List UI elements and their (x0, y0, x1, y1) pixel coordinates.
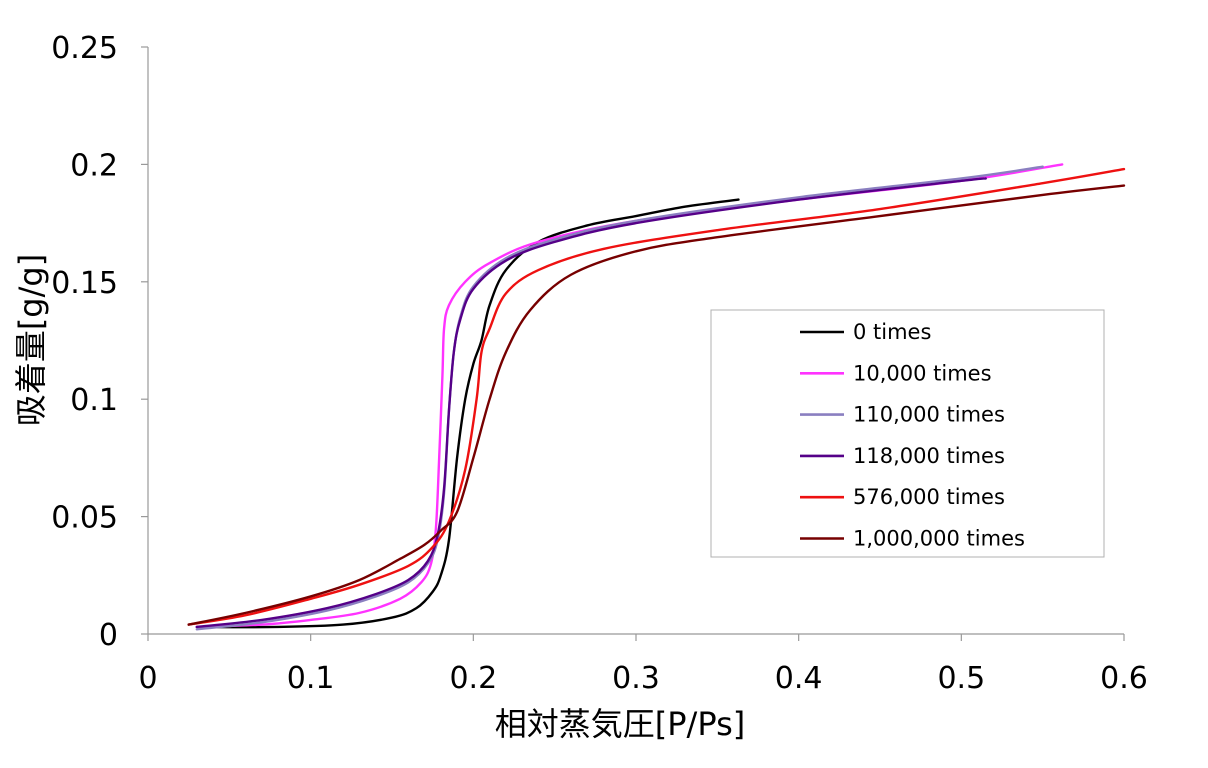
series-line-5 (187, 184, 1126, 626)
x-tick-label: 0.6 (1100, 661, 1148, 696)
series-line-0 (195, 198, 740, 629)
x-tick-label: 0.1 (287, 661, 335, 696)
legend-label: 110,000 times (853, 403, 1005, 427)
x-tick-label: 0.4 (775, 661, 823, 696)
legend-label: 1,000,000 times (853, 527, 1025, 551)
y-axis-title: 吸着量[g/g] (12, 254, 50, 426)
x-tick-label: 0.5 (937, 661, 985, 696)
legend: 0 times 10,000 times 110,000 times 118,000 … (710, 309, 1105, 558)
series-lines (187, 163, 1126, 631)
y-tick-label: 0.15 (51, 266, 118, 301)
y-tick-label: 0.05 (51, 501, 118, 536)
y-tick-label: 0.1 (70, 383, 118, 418)
x-tick-label: 0.2 (449, 661, 497, 696)
legend-label: 118,000 times (853, 444, 1005, 468)
y-tick-labels: 0 0.05 0.1 0.15 0.2 0.25 (51, 31, 118, 653)
series-line-3 (195, 177, 987, 629)
legend-label: 576,000 times (853, 485, 1005, 509)
legend-box (710, 309, 1105, 558)
legend-label: 0 times (853, 320, 931, 344)
series-line-4 (187, 167, 1126, 626)
y-tick-label: 0.25 (51, 31, 118, 66)
legend-label: 10,000 times (853, 361, 992, 385)
x-axis-title: 相対蒸気圧[P/Ps] (495, 705, 745, 743)
x-tick-label: 0 (138, 661, 157, 696)
y-tick-label: 0 (99, 618, 118, 653)
x-tick-label: 0.3 (612, 661, 660, 696)
x-tick-labels: 0 0.1 0.2 0.3 0.4 0.5 0.6 (138, 661, 1147, 696)
y-tick-label: 0.2 (70, 148, 118, 183)
tick-marks (141, 46, 1125, 641)
